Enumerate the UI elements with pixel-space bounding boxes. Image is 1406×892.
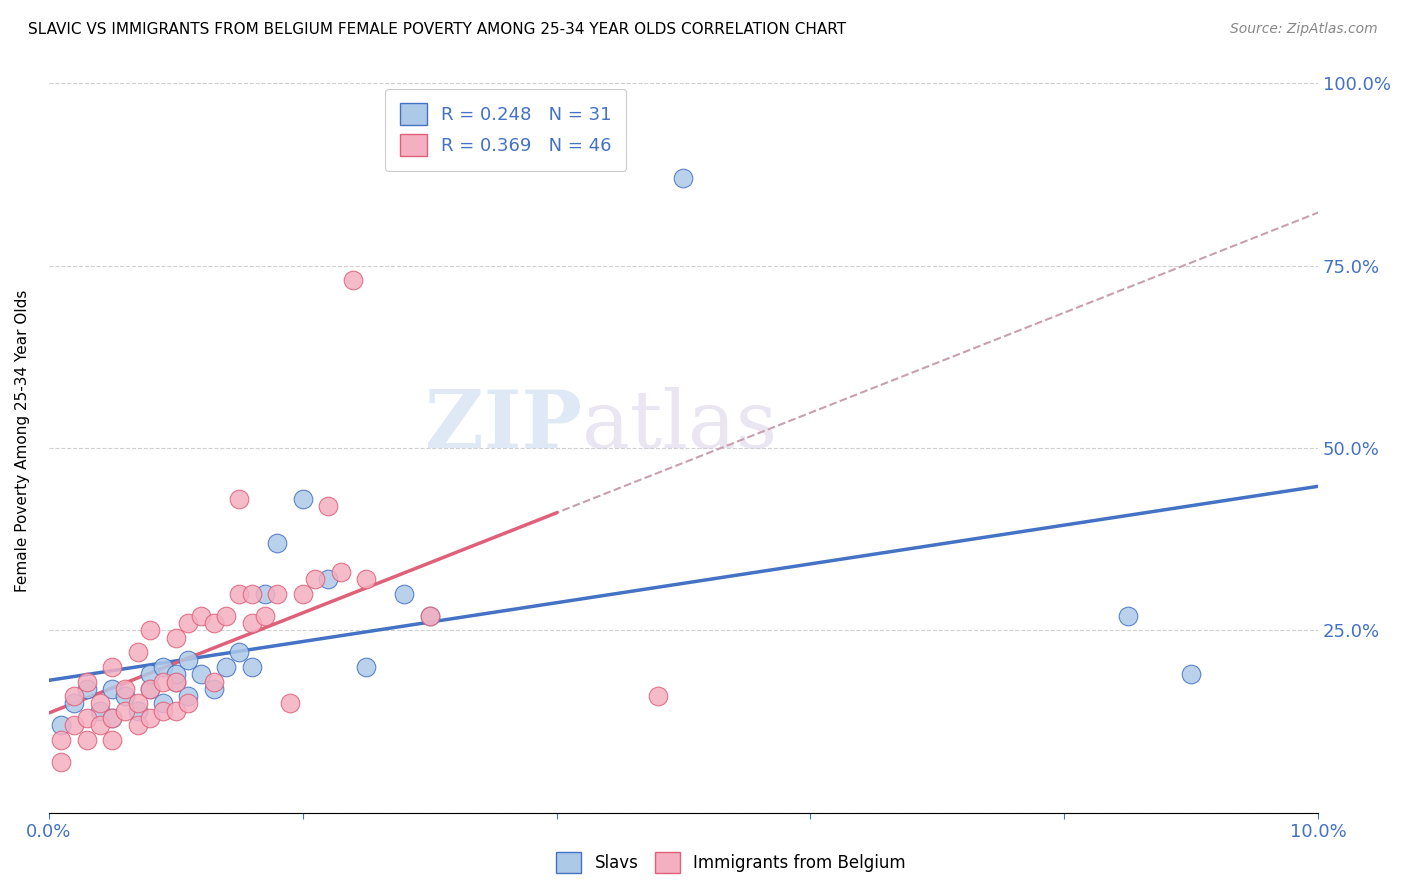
Text: Source: ZipAtlas.com: Source: ZipAtlas.com <box>1230 22 1378 37</box>
Point <box>89 718 111 732</box>
Legend: Slavs, Immigrants from Belgium: Slavs, Immigrants from Belgium <box>550 846 912 880</box>
Point <box>89 704 111 718</box>
Point <box>240 660 263 674</box>
Point <box>354 573 377 587</box>
Point <box>152 697 174 711</box>
Point <box>89 697 111 711</box>
Point <box>291 492 314 507</box>
Point <box>240 587 263 601</box>
Point <box>127 697 149 711</box>
Point <box>139 681 162 696</box>
Point <box>278 697 301 711</box>
Point <box>228 492 250 507</box>
Point <box>1180 667 1202 681</box>
Text: atlas: atlas <box>582 387 778 465</box>
Point <box>177 616 200 631</box>
Point <box>165 667 187 681</box>
Point <box>127 704 149 718</box>
Point <box>177 697 200 711</box>
Point <box>101 660 124 674</box>
Point <box>672 171 695 186</box>
Point <box>1116 608 1139 623</box>
Point <box>266 587 288 601</box>
Legend: R = 0.248   N = 31, R = 0.369   N = 46: R = 0.248 N = 31, R = 0.369 N = 46 <box>385 88 626 170</box>
Point <box>215 608 238 623</box>
Point <box>76 733 98 747</box>
Point <box>177 689 200 703</box>
Point <box>253 587 276 601</box>
Point <box>51 733 73 747</box>
Point <box>291 587 314 601</box>
Point <box>190 608 212 623</box>
Point <box>354 660 377 674</box>
Point <box>114 689 136 703</box>
Point <box>228 645 250 659</box>
Point <box>63 697 86 711</box>
Point <box>177 653 200 667</box>
Point <box>240 616 263 631</box>
Point <box>419 608 441 623</box>
Point <box>114 704 136 718</box>
Point <box>101 681 124 696</box>
Point <box>266 536 288 550</box>
Point <box>63 689 86 703</box>
Point <box>202 681 225 696</box>
Point <box>63 718 86 732</box>
Point <box>139 667 162 681</box>
Point <box>101 733 124 747</box>
Text: SLAVIC VS IMMIGRANTS FROM BELGIUM FEMALE POVERTY AMONG 25-34 YEAR OLDS CORRELATI: SLAVIC VS IMMIGRANTS FROM BELGIUM FEMALE… <box>28 22 846 37</box>
Point <box>342 273 364 287</box>
Point <box>51 718 73 732</box>
Point <box>139 711 162 725</box>
Point <box>76 681 98 696</box>
Point <box>165 704 187 718</box>
Point <box>228 587 250 601</box>
Point <box>316 573 339 587</box>
Point <box>152 674 174 689</box>
Point <box>152 660 174 674</box>
Text: ZIP: ZIP <box>425 387 582 465</box>
Point <box>165 674 187 689</box>
Point <box>101 711 124 725</box>
Point <box>329 565 352 579</box>
Point <box>139 624 162 638</box>
Point <box>647 689 669 703</box>
Point <box>392 587 415 601</box>
Point <box>165 631 187 645</box>
Point <box>127 718 149 732</box>
Point <box>190 667 212 681</box>
Point <box>215 660 238 674</box>
Point <box>76 674 98 689</box>
Point <box>127 645 149 659</box>
Point <box>139 681 162 696</box>
Point <box>152 704 174 718</box>
Point <box>165 674 187 689</box>
Point <box>51 755 73 769</box>
Point <box>419 608 441 623</box>
Point <box>316 500 339 514</box>
Point <box>253 608 276 623</box>
Point <box>304 573 326 587</box>
Y-axis label: Female Poverty Among 25-34 Year Olds: Female Poverty Among 25-34 Year Olds <box>15 290 30 592</box>
Point <box>202 674 225 689</box>
Point <box>76 711 98 725</box>
Point <box>114 681 136 696</box>
Point <box>101 711 124 725</box>
Point <box>202 616 225 631</box>
